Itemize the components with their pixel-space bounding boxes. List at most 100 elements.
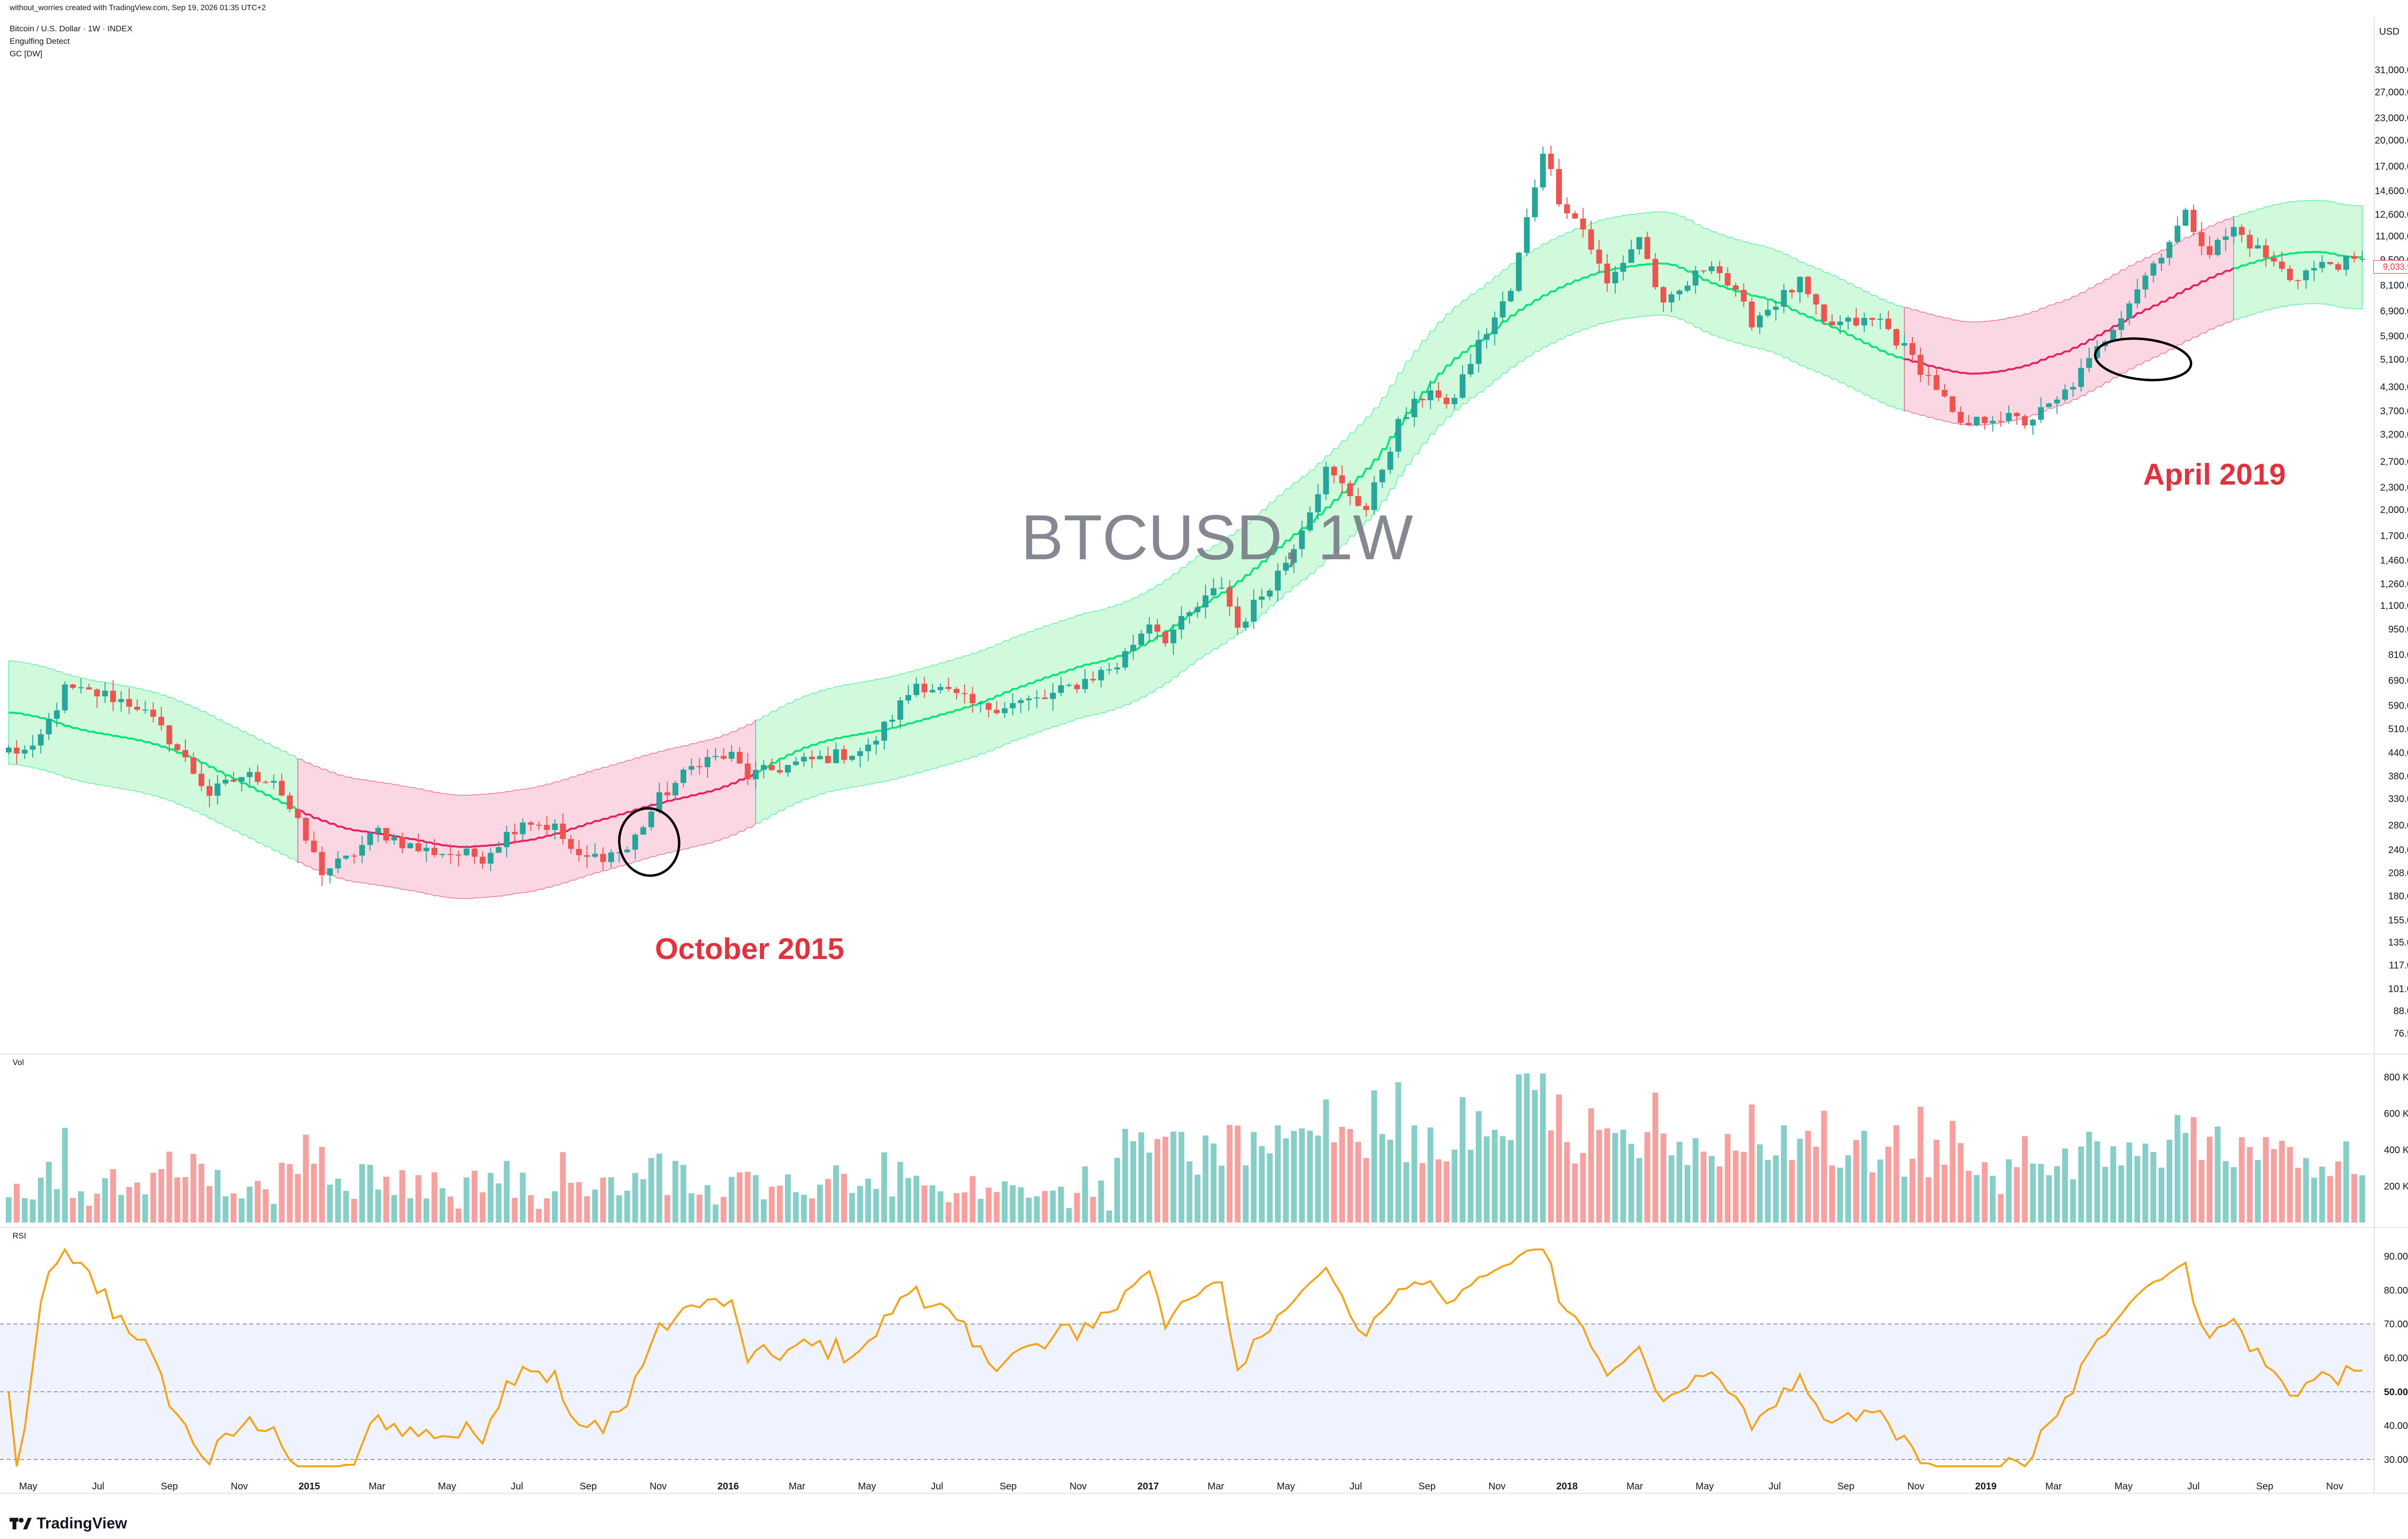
candle-body [110, 691, 116, 702]
rsi-panel-label: RSI [13, 1231, 26, 1240]
candle-body [2190, 210, 2197, 232]
volume-bar [729, 1177, 735, 1223]
volume-bar [1845, 1155, 1851, 1223]
volume-bar [511, 1197, 518, 1223]
tradingview-logo[interactable]: TradingView [10, 1514, 127, 1532]
candle-body [1773, 306, 1779, 310]
volume-bar [1572, 1163, 1578, 1223]
volume-bar [600, 1177, 606, 1223]
price-candles [6, 145, 2365, 886]
volume-bar [1861, 1131, 1867, 1223]
volume-bar [1974, 1175, 1980, 1223]
candle-body [2327, 262, 2333, 264]
time-tick-label: Nov [231, 1481, 248, 1492]
candle-body [2263, 245, 2269, 258]
candle-body [1427, 390, 1434, 400]
candle-body [624, 849, 630, 853]
volume-bar [785, 1174, 791, 1223]
candle-body [2030, 420, 2036, 426]
candle-body [1130, 645, 1137, 651]
indicator-engulfing[interactable]: Engulfing Detect [10, 37, 70, 46]
volume-bar [190, 1154, 196, 1223]
volume-bar [978, 1198, 984, 1223]
candle-body [102, 691, 108, 697]
volume-bar [897, 1162, 903, 1223]
candle-body [1082, 679, 1088, 689]
candle-body [1291, 549, 1297, 563]
volume-bar [1941, 1164, 1948, 1223]
candle-body [720, 756, 727, 759]
volume-bar [1532, 1090, 1538, 1223]
volume-bar [2183, 1132, 2189, 1223]
volume-bar [238, 1198, 245, 1223]
candle-body [1596, 250, 1602, 264]
price-tick-label: 135.00 [2388, 937, 2408, 948]
candle-body [214, 783, 221, 796]
volume-bar [166, 1151, 172, 1223]
volume-bar [255, 1181, 261, 1223]
volume-bar [118, 1195, 124, 1223]
candle-body [279, 781, 285, 796]
volume-bar [287, 1164, 293, 1223]
candle-body [1982, 417, 1988, 423]
volume-bar [1620, 1130, 1626, 1223]
time-tick-label: Nov [650, 1481, 667, 1492]
volume-bar [1934, 1140, 1940, 1223]
volume-bar [1588, 1108, 1594, 1223]
price-tick-label: 17,000.00 [2375, 161, 2408, 172]
volume-bar [1741, 1152, 1747, 1223]
volume-bar [2263, 1137, 2269, 1223]
volume-bar [1909, 1158, 1915, 1223]
volume-bar [1733, 1150, 1739, 1223]
volume-bar [303, 1134, 309, 1223]
candle-body [1339, 475, 1345, 484]
indicator-gc[interactable]: GC [DW] [10, 49, 42, 58]
volume-bar [1765, 1159, 1771, 1223]
candle-body [2359, 259, 2365, 260]
price-tick-label: 88.00 [2394, 1006, 2408, 1016]
candle-body [2238, 227, 2245, 235]
volume-bar [1950, 1121, 1956, 1223]
volume-bar [1773, 1155, 1779, 1223]
volume-bar [1267, 1153, 1273, 1223]
volume-bar [576, 1182, 582, 1223]
volume-bar [2327, 1176, 2333, 1223]
volume-bar [54, 1189, 60, 1223]
candle-body [672, 783, 679, 796]
candle-body [544, 825, 550, 830]
candle-body [616, 852, 622, 854]
candle-body [1090, 679, 1096, 681]
candle-body [1508, 290, 1514, 302]
volume-bar [2166, 1139, 2172, 1223]
candle-body [865, 744, 871, 751]
volume-bar [1813, 1146, 1819, 1223]
volume-tick-label: 200 K [2384, 1182, 2408, 1192]
price-tick-label: 2,000.00 [2380, 505, 2408, 515]
volume-bar [327, 1184, 333, 1223]
volume-bar [833, 1165, 839, 1223]
volume-bar [174, 1177, 181, 1223]
volume-bar [536, 1209, 542, 1223]
volume-bar [921, 1185, 928, 1223]
volume-bar [214, 1170, 221, 1223]
volume-bar [1034, 1196, 1040, 1223]
candle-body [2086, 358, 2092, 368]
volume-bar [182, 1177, 188, 1223]
volume-bar [1901, 1176, 1908, 1223]
symbol-line[interactable]: Bitcoin / U.S. Dollar · 1W · INDEX [10, 24, 133, 33]
volume-bar [2078, 1146, 2084, 1223]
volume-bar [889, 1196, 895, 1223]
volume-bar [1066, 1208, 1072, 1223]
candle-body [1829, 321, 1835, 326]
candle-body [841, 749, 847, 760]
time-tick-label: Nov [2326, 1481, 2343, 1492]
volume-bar [1122, 1129, 1128, 1223]
candle-body [1002, 708, 1008, 713]
candle-body [2303, 270, 2309, 280]
volume-bar [30, 1199, 36, 1223]
candle-body [1934, 375, 1940, 390]
volume-bar [2174, 1115, 2181, 1223]
candle-body [1411, 398, 1417, 417]
volume-bar [1612, 1132, 1618, 1223]
